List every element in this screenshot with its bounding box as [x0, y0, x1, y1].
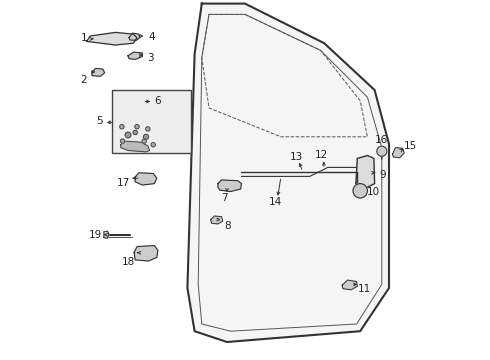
Polygon shape	[342, 280, 357, 290]
Polygon shape	[135, 173, 157, 185]
Bar	[112, 90, 191, 153]
Circle shape	[121, 139, 125, 143]
Text: 4: 4	[149, 32, 155, 42]
Text: 18: 18	[122, 257, 135, 267]
Circle shape	[353, 184, 368, 198]
Polygon shape	[92, 68, 104, 76]
Polygon shape	[128, 52, 143, 59]
Text: 2: 2	[80, 75, 87, 85]
Text: 5: 5	[97, 116, 103, 126]
Polygon shape	[134, 246, 158, 261]
Circle shape	[135, 125, 139, 129]
Text: 11: 11	[358, 284, 371, 294]
Polygon shape	[218, 180, 242, 192]
Circle shape	[142, 139, 147, 143]
Polygon shape	[211, 216, 222, 224]
Text: 12: 12	[315, 150, 328, 160]
Text: 15: 15	[404, 141, 417, 151]
Circle shape	[125, 132, 131, 138]
Text: 19: 19	[89, 230, 102, 240]
Polygon shape	[187, 4, 389, 342]
Polygon shape	[356, 156, 374, 187]
Text: 8: 8	[224, 221, 231, 231]
Polygon shape	[104, 231, 109, 238]
Circle shape	[151, 143, 155, 147]
Circle shape	[144, 134, 148, 139]
Circle shape	[146, 127, 150, 131]
Circle shape	[377, 146, 387, 156]
Text: 10: 10	[367, 187, 380, 197]
Polygon shape	[129, 33, 140, 40]
Polygon shape	[392, 148, 404, 158]
Polygon shape	[87, 32, 137, 45]
Text: 6: 6	[154, 96, 161, 106]
Circle shape	[120, 125, 124, 129]
Text: 14: 14	[269, 197, 282, 207]
Text: 17: 17	[117, 178, 130, 188]
Text: 9: 9	[379, 170, 386, 180]
Text: 3: 3	[147, 53, 154, 63]
Circle shape	[133, 130, 137, 135]
Text: 7: 7	[221, 193, 227, 203]
Text: 13: 13	[290, 152, 303, 162]
Text: 16: 16	[375, 135, 389, 145]
Polygon shape	[121, 141, 149, 152]
Text: 1: 1	[80, 33, 87, 43]
